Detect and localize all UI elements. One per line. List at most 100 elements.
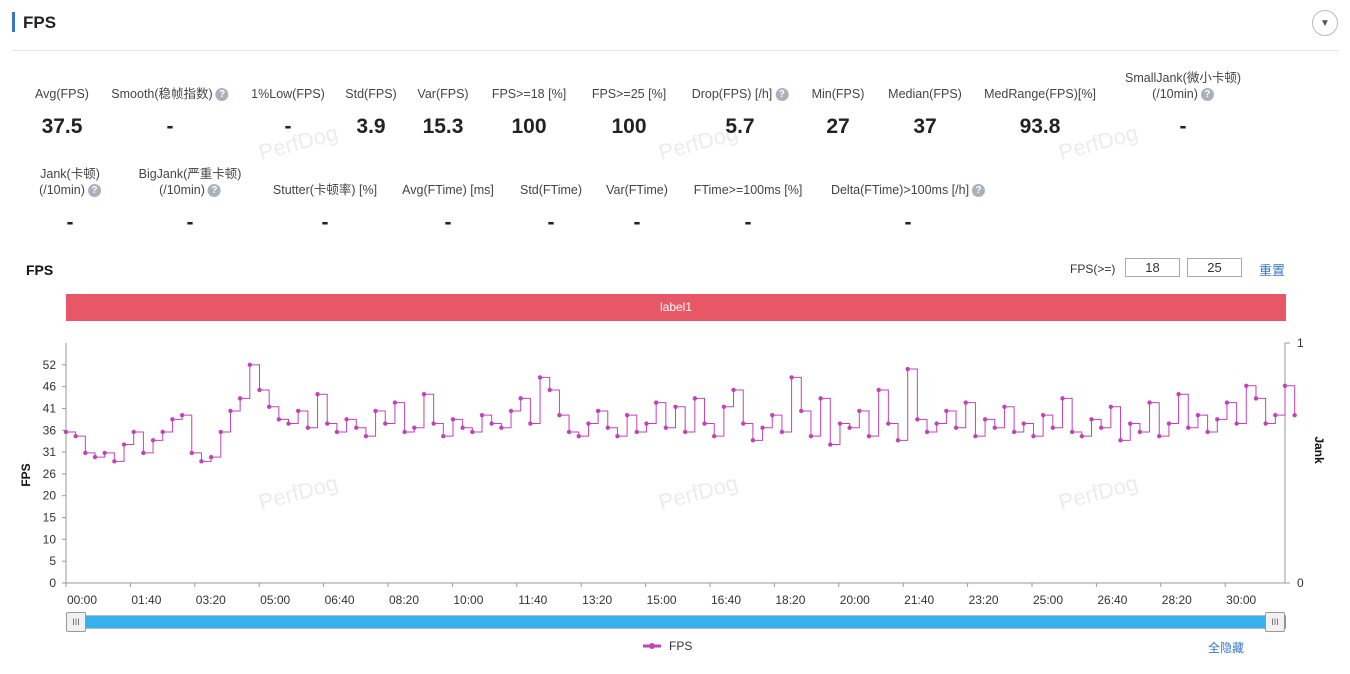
- fps-data-point: [431, 421, 436, 426]
- fps-data-point: [905, 366, 910, 372]
- reset-button[interactable]: 重置: [1259, 263, 1286, 278]
- legend-item-fps[interactable]: FPS: [643, 639, 692, 653]
- zoom-slider-track[interactable]: [66, 615, 1286, 629]
- fps-data-point: [1011, 429, 1017, 435]
- fps-data-point: [866, 433, 872, 439]
- fps-data-point: [199, 459, 204, 464]
- stat-value: -: [547, 211, 555, 234]
- fps-data-point: [189, 450, 194, 456]
- x-tick-label: 00:00: [67, 593, 97, 607]
- stat-label: Avg(FTime) [ms]: [402, 183, 494, 197]
- fps-data-point: [566, 429, 572, 435]
- y-axis-label: FPS: [19, 463, 33, 486]
- fps-data-point: [1273, 412, 1278, 418]
- fps-data-point: [412, 425, 417, 430]
- fps-data-point: [402, 429, 407, 435]
- fps-data-point: [150, 438, 156, 443]
- x-tick-label: 20:00: [840, 593, 870, 607]
- fps-data-point: [857, 408, 862, 414]
- hide-all-button[interactable]: 全隐藏: [1208, 641, 1245, 655]
- fps-data-point: [1050, 425, 1056, 430]
- fps-data-point: [1118, 438, 1123, 443]
- fps-data-point: [344, 417, 349, 422]
- fps-data-point: [895, 438, 901, 443]
- threshold-input-1[interactable]: 18: [1125, 258, 1180, 277]
- fps-data-point: [1176, 391, 1181, 397]
- stat-stats_row2-0: Jank(卡顿) (/10min)?: [39, 166, 101, 198]
- stat-label: Stutter(卡顿率) [%]: [272, 183, 378, 197]
- stat-value: 15.3: [422, 115, 464, 138]
- stat-value: -: [66, 211, 74, 234]
- x-tick-label: 08:20: [389, 593, 419, 607]
- help-icon[interactable]: ?: [215, 88, 229, 102]
- fps-data-point: [218, 429, 223, 435]
- fps-data-point: [731, 387, 736, 393]
- zoom-slider-left-handle[interactable]: III: [66, 612, 86, 632]
- fps-data-point: [673, 404, 678, 409]
- fps-data-point: [1186, 425, 1191, 430]
- fps-data-point: [779, 429, 785, 435]
- fps-data-point: [499, 425, 504, 430]
- x-tick-label: 30:00: [1226, 593, 1256, 607]
- fps-data-point: [760, 425, 765, 430]
- fps-data-point: [1224, 400, 1230, 405]
- fps-data-point: [83, 450, 88, 456]
- help-icon[interactable]: ?: [972, 184, 986, 198]
- stat-value: -: [321, 211, 329, 234]
- fps-data-point: [711, 433, 717, 439]
- help-icon[interactable]: ?: [1200, 88, 1214, 102]
- stat-value: 5.7: [725, 115, 755, 138]
- fps-data-point: [1147, 400, 1152, 405]
- fps-data-point: [179, 412, 185, 418]
- x-tick-label: 01:40: [131, 593, 161, 607]
- y-tick-label: 5: [49, 554, 56, 568]
- stat-stats_row2-4: Std(FTime): [520, 182, 582, 198]
- fps-data-point: [373, 408, 378, 414]
- help-icon[interactable]: ?: [87, 184, 101, 198]
- stat-value: -: [186, 211, 194, 234]
- y-tick-label: 0: [49, 576, 56, 590]
- fps-data-point: [634, 429, 640, 435]
- zoom-slider-right-handle[interactable]: III: [1265, 612, 1285, 632]
- fps-data-point: [750, 438, 756, 443]
- help-icon[interactable]: ?: [775, 88, 789, 102]
- stat-stats_row1-5: FPS>=18 [%]: [492, 86, 566, 102]
- stat-value: 27: [826, 115, 850, 138]
- fps-data-point: [537, 375, 543, 380]
- fps-data-point: [141, 450, 146, 456]
- collapse-button[interactable]: ▼: [1312, 10, 1338, 36]
- y-tick-label: 26: [43, 467, 57, 481]
- threshold-input-2[interactable]: 25: [1187, 258, 1242, 277]
- fps-data-point: [595, 408, 601, 414]
- fps-data-point: [121, 442, 127, 447]
- fps-data-point: [799, 408, 804, 414]
- x-tick-label: 05:00: [260, 593, 290, 607]
- fps-data-point: [682, 429, 688, 435]
- label-bar[interactable]: label1: [66, 294, 1286, 321]
- fps-data-point: [1195, 412, 1201, 418]
- fps-data-point: [112, 459, 117, 464]
- fps-data-point: [1060, 396, 1065, 401]
- fps-data-point: [615, 433, 620, 439]
- stat-stats_row2-7: Delta(FTime)>100ms [/h]?: [831, 182, 986, 198]
- fps-data-point: [934, 421, 939, 426]
- fps-data-point: [663, 425, 669, 430]
- fps-data-point: [1040, 412, 1046, 418]
- help-icon[interactable]: ?: [207, 184, 221, 198]
- fps-data-point: [73, 433, 78, 439]
- fps-data-point: [1282, 383, 1288, 388]
- stat-stats_row1-0: Avg(FPS): [35, 86, 89, 102]
- stat-label: Median(FPS): [888, 87, 962, 101]
- stat-label: Avg(FPS): [35, 87, 89, 101]
- stat-label-unit: (/10min): [1152, 87, 1198, 101]
- stat-value: -: [744, 211, 752, 234]
- stat-label: Jank(卡顿): [40, 167, 100, 181]
- chart-title: FPS: [26, 262, 54, 278]
- legend-label: FPS: [669, 639, 693, 653]
- fps-data-point: [441, 433, 446, 439]
- x-tick-label: 23:20: [969, 593, 999, 607]
- fps-data-point: [789, 375, 794, 380]
- y-tick-label: 52: [43, 358, 57, 372]
- x-tick-label: 06:40: [325, 593, 355, 607]
- fps-data-point: [721, 404, 727, 409]
